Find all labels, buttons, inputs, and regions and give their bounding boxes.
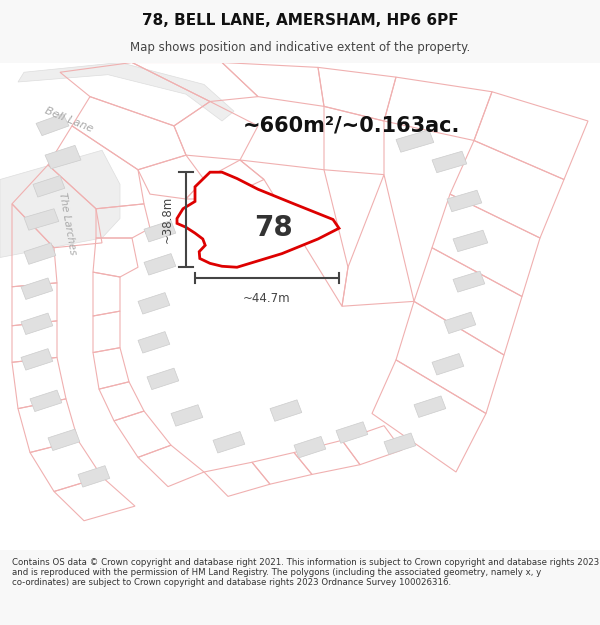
Text: Bell Lane: Bell Lane [43, 106, 95, 134]
Polygon shape [21, 278, 53, 299]
Polygon shape [138, 332, 170, 353]
Polygon shape [432, 151, 467, 173]
Polygon shape [453, 230, 488, 252]
Polygon shape [447, 190, 482, 212]
Polygon shape [396, 130, 434, 152]
Text: ~38.8m: ~38.8m [161, 196, 174, 243]
Polygon shape [147, 368, 179, 389]
Polygon shape [138, 292, 170, 314]
Polygon shape [144, 221, 176, 242]
Polygon shape [432, 354, 464, 375]
Polygon shape [33, 176, 65, 197]
Polygon shape [336, 422, 368, 443]
Polygon shape [144, 254, 176, 275]
Polygon shape [384, 433, 416, 454]
Polygon shape [30, 390, 62, 411]
Polygon shape [21, 349, 53, 370]
Text: The Larches: The Larches [57, 191, 77, 256]
Text: ~44.7m: ~44.7m [243, 292, 291, 304]
Polygon shape [21, 313, 53, 334]
Text: 78, BELL LANE, AMERSHAM, HP6 6PF: 78, BELL LANE, AMERSHAM, HP6 6PF [142, 13, 458, 28]
Polygon shape [0, 150, 120, 258]
Polygon shape [24, 243, 56, 264]
Polygon shape [213, 431, 245, 453]
Text: 78: 78 [254, 214, 292, 243]
Polygon shape [45, 146, 81, 169]
Polygon shape [48, 429, 80, 451]
Polygon shape [24, 209, 59, 230]
Polygon shape [171, 405, 203, 426]
Polygon shape [18, 62, 234, 121]
Text: Map shows position and indicative extent of the property.: Map shows position and indicative extent… [130, 41, 470, 54]
Polygon shape [453, 271, 485, 292]
Text: Contains OS data © Crown copyright and database right 2021. This information is : Contains OS data © Crown copyright and d… [12, 558, 599, 588]
Polygon shape [294, 436, 326, 458]
Polygon shape [36, 114, 69, 136]
Polygon shape [414, 396, 446, 418]
Polygon shape [444, 312, 476, 334]
Polygon shape [0, 62, 600, 550]
Polygon shape [270, 400, 302, 421]
Text: ~660m²/~0.163ac.: ~660m²/~0.163ac. [242, 116, 460, 136]
Polygon shape [78, 466, 110, 487]
Polygon shape [177, 172, 339, 268]
